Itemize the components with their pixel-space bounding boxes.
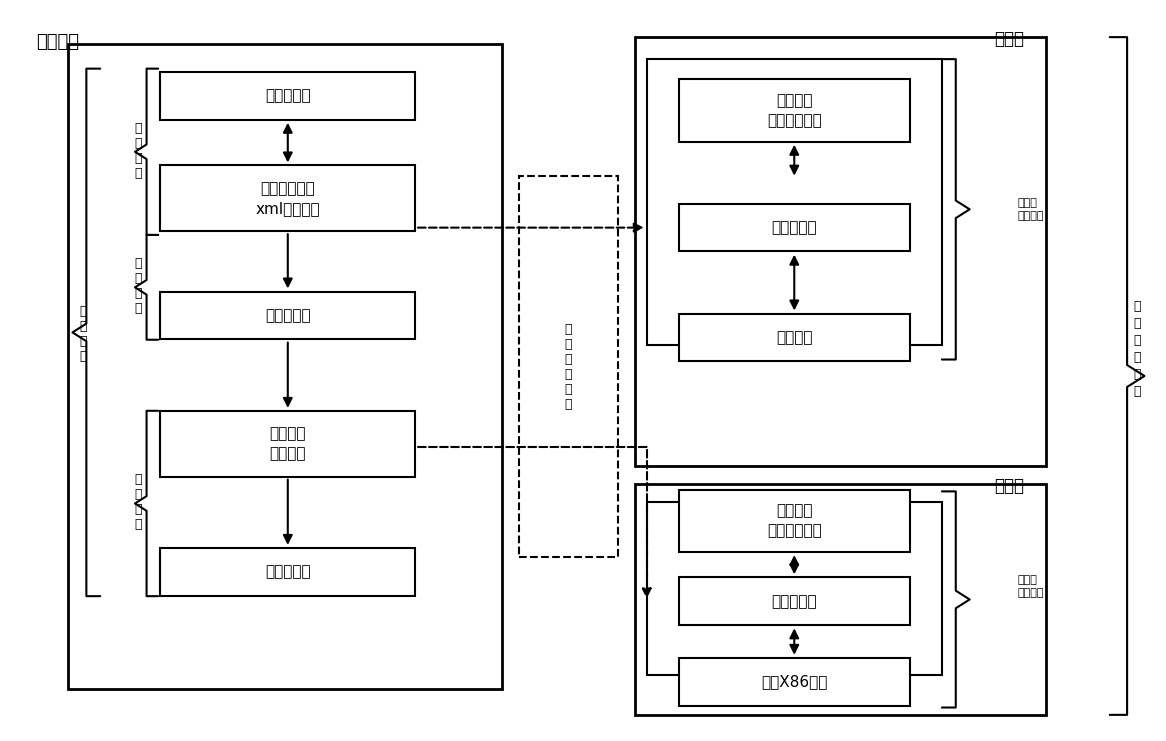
Bar [161,292,415,339]
Text: 组态解析器: 组态解析器 [772,220,817,235]
Bar [161,72,415,119]
Bar [679,313,909,362]
Bar [647,502,942,674]
Text: 实体机
解析运行: 实体机 解析运行 [1017,198,1044,221]
Text: 组态配置
数据文件: 组态配置 数据文件 [269,426,305,461]
Bar [635,37,1046,466]
Bar [679,577,909,625]
Bar [68,44,503,689]
Text: 组态配置
数据文件存储: 组态配置 数据文件存储 [767,93,822,127]
Text: 实体机: 实体机 [993,30,1024,48]
Bar [679,204,909,251]
Text: 模
拟
阶
段: 模 拟 阶 段 [135,473,142,531]
Bar [679,658,909,705]
Bar [519,176,618,557]
Text: 组态编辑器: 组态编辑器 [265,88,310,103]
Bar [679,490,909,552]
Bar [161,165,415,231]
Text: 组态编译器: 组态编译器 [265,308,310,323]
Text: 组态配置
数据文件存储: 组态配置 数据文件存储 [767,503,822,538]
Text: 模拟机: 模拟机 [993,476,1024,495]
Text: 模拟机
解析运行: 模拟机 解析运行 [1017,575,1044,598]
Bar [161,548,415,596]
Text: 协加速器: 协加速器 [777,330,813,345]
Text: 组
态
过
程: 组 态 过 程 [79,305,86,363]
Text: 维
护
下
装
过
程: 维 护 下 装 过 程 [564,323,573,411]
Text: 编
译
阶
段: 编 译 阶 段 [135,257,142,315]
Text: 编
辑
阶
段: 编 辑 阶 段 [135,122,142,180]
Text: 解
析
运
行
过
程: 解 析 运 行 过 程 [1133,299,1140,397]
Bar [679,79,909,142]
Bar [647,59,942,345]
Text: 组态工具: 组态工具 [36,33,79,51]
Bar [635,484,1046,715]
Bar [161,411,415,476]
Text: 用户组态数据
xml描述文件: 用户组态数据 xml描述文件 [255,181,321,216]
Text: 微型X86主板: 微型X86主板 [761,674,828,689]
Text: 组态模拟器: 组态模拟器 [265,565,310,579]
Text: 组态模拟器: 组态模拟器 [772,594,817,609]
